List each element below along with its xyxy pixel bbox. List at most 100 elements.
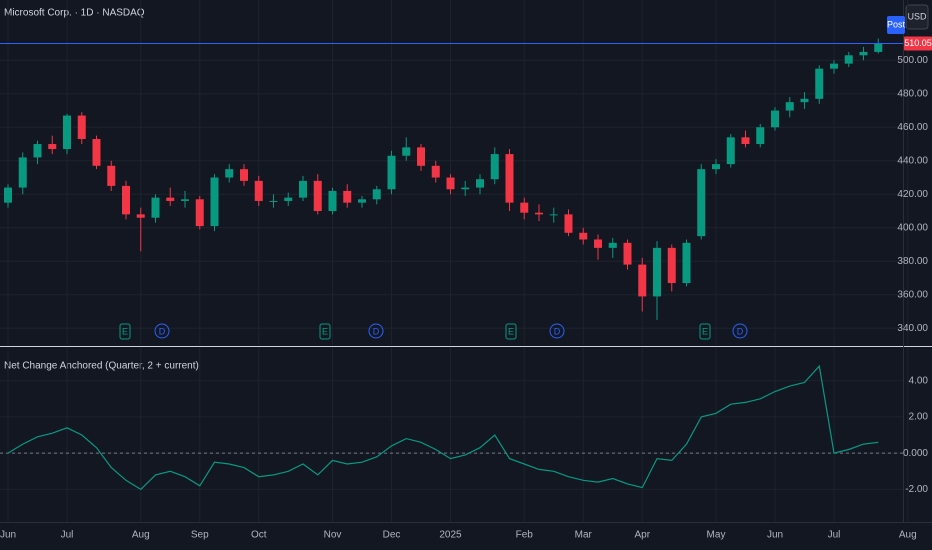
candle-body — [33, 144, 42, 158]
candle-body — [63, 115, 71, 150]
x-tick-label: Jun — [767, 530, 783, 541]
y-tick-label: 480.00 — [897, 88, 928, 99]
event-marker — [505, 323, 517, 340]
candle-body — [151, 197, 160, 218]
candle-body — [343, 190, 352, 203]
candle-body — [623, 242, 632, 265]
candle-body — [136, 214, 145, 218]
candle-body — [579, 232, 588, 240]
x-tick-label: Nov — [324, 530, 342, 541]
candle-body — [771, 110, 779, 128]
candle-body — [254, 180, 263, 201]
y-tick-label: 380.00 — [897, 256, 928, 267]
x-tick-label: Dec — [383, 530, 401, 541]
candle-body — [166, 197, 175, 201]
candle-body — [741, 137, 750, 145]
event-label: E — [508, 326, 514, 336]
candle-body — [4, 187, 12, 203]
x-tick-label: Apr — [634, 530, 650, 541]
x-tick-label: May — [707, 530, 726, 541]
event-label: D — [373, 326, 380, 336]
last-price-box — [904, 36, 932, 51]
candle-body — [417, 147, 425, 166]
y-tick-label: 4.00 — [909, 375, 929, 386]
candle-body — [594, 239, 602, 248]
candle-body — [269, 200, 278, 202]
candle-body — [181, 199, 189, 201]
event-marker — [732, 323, 748, 339]
candle-body — [299, 180, 307, 198]
y-tick-label: 360.00 — [897, 289, 928, 300]
candle-body — [387, 155, 396, 190]
event-marker — [119, 323, 131, 340]
candle-body — [48, 144, 57, 150]
candle-body — [240, 169, 248, 181]
candle-body — [461, 187, 470, 190]
candle-body — [431, 165, 440, 178]
candle-body — [402, 147, 411, 156]
x-tick-label: Mar — [575, 530, 593, 541]
candle-body — [328, 190, 337, 212]
y-tick-label: 2.00 — [909, 412, 929, 423]
candle-body — [195, 199, 204, 227]
candle-body — [830, 63, 838, 69]
candle-body — [107, 165, 116, 186]
event-label: D — [554, 326, 561, 336]
y-tick-label: 0.000 — [903, 448, 928, 459]
candle-body — [446, 177, 455, 190]
x-tick-label: Aug — [899, 530, 917, 541]
candle-body — [726, 137, 735, 165]
candle-body — [697, 169, 706, 237]
event-label: D — [737, 326, 744, 336]
x-tick-label: Feb — [516, 530, 534, 541]
candle-body — [225, 169, 234, 178]
candle-body — [535, 212, 543, 215]
event-marker — [549, 323, 565, 339]
x-tick-label: Jun — [0, 530, 16, 541]
symbol-title: Microsoft Corp. · 1D · NASDAQ — [4, 8, 145, 19]
y-tick-label: 500.00 — [897, 55, 928, 66]
x-tick-label: Jul — [61, 530, 74, 541]
indicator-line — [7, 364, 879, 491]
event-marker — [154, 323, 170, 339]
event-label: E — [702, 326, 708, 336]
candle-body — [874, 43, 883, 52]
candle-body — [18, 157, 27, 188]
candle-body — [667, 247, 676, 284]
candle-body — [490, 154, 499, 180]
y-tick-label: 400.00 — [897, 222, 928, 233]
candle-body — [122, 185, 130, 215]
x-tick-label: Jul — [828, 530, 841, 541]
currency-button[interactable] — [905, 4, 929, 30]
candle-body — [549, 214, 558, 216]
y-tick-label: 340.00 — [897, 323, 928, 334]
candle-body — [313, 180, 322, 212]
candle-body — [682, 242, 691, 284]
candle-body — [756, 127, 765, 145]
candle-body — [284, 197, 293, 201]
event-marker — [699, 323, 711, 340]
event-label: E — [122, 326, 128, 336]
candle-body — [372, 189, 381, 200]
x-tick-label: 2025 — [439, 530, 462, 541]
x-tick-label: Aug — [132, 530, 150, 541]
candle-body — [505, 154, 514, 203]
y-tick-label: 440.00 — [897, 155, 928, 166]
currency-label[interactable]: USD — [907, 11, 927, 21]
candle-body — [564, 214, 573, 233]
candle-body — [358, 199, 366, 203]
x-tick-label: Oct — [251, 530, 267, 541]
candle-body — [859, 51, 868, 56]
event-label: D — [159, 326, 166, 336]
last-price-label: 510.05 — [904, 38, 932, 48]
candle-body — [712, 164, 720, 170]
candle-body — [785, 102, 794, 111]
candle-body — [844, 55, 853, 64]
post-badge-label: Post — [887, 19, 906, 29]
y-tick-label: 460.00 — [897, 122, 928, 133]
candle-body — [638, 264, 647, 297]
event-marker — [368, 323, 384, 339]
